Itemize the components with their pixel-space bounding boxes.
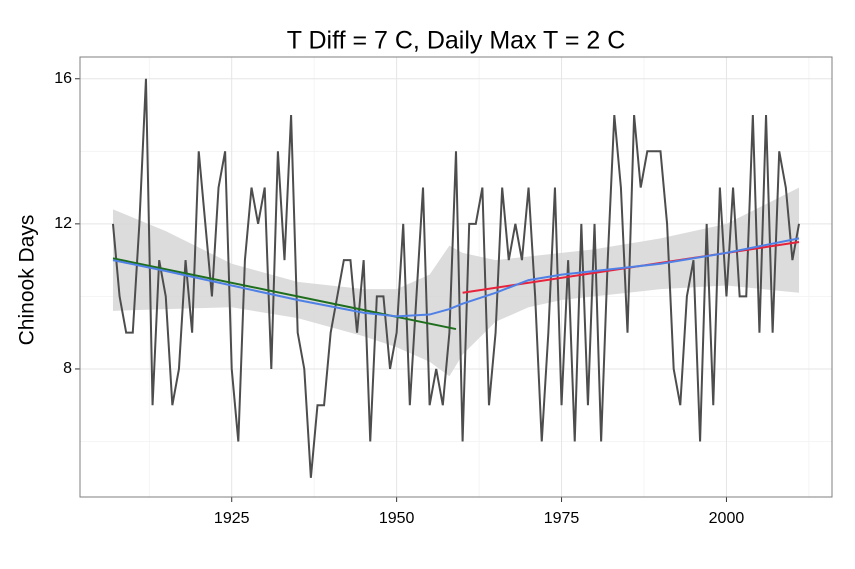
y-tick-label: 12 xyxy=(54,215,72,232)
panel-border xyxy=(79,56,833,498)
x-tick-label: 2000 xyxy=(709,510,745,527)
x-tick-label: 1925 xyxy=(214,510,250,527)
y-tick-label: 16 xyxy=(54,70,72,87)
y-axis-label: Chinook Days xyxy=(16,215,39,346)
x-tick-label: 1975 xyxy=(544,510,580,527)
confidence-band xyxy=(112,187,800,377)
y-tick-label: 8 xyxy=(63,360,72,377)
fit-line xyxy=(112,257,457,331)
loess-line xyxy=(112,237,800,318)
data-line xyxy=(111,78,801,478)
x-tick-label: 1950 xyxy=(379,510,415,527)
chart-title: T Diff = 7 C, Daily Max T = 2 C xyxy=(287,27,626,55)
